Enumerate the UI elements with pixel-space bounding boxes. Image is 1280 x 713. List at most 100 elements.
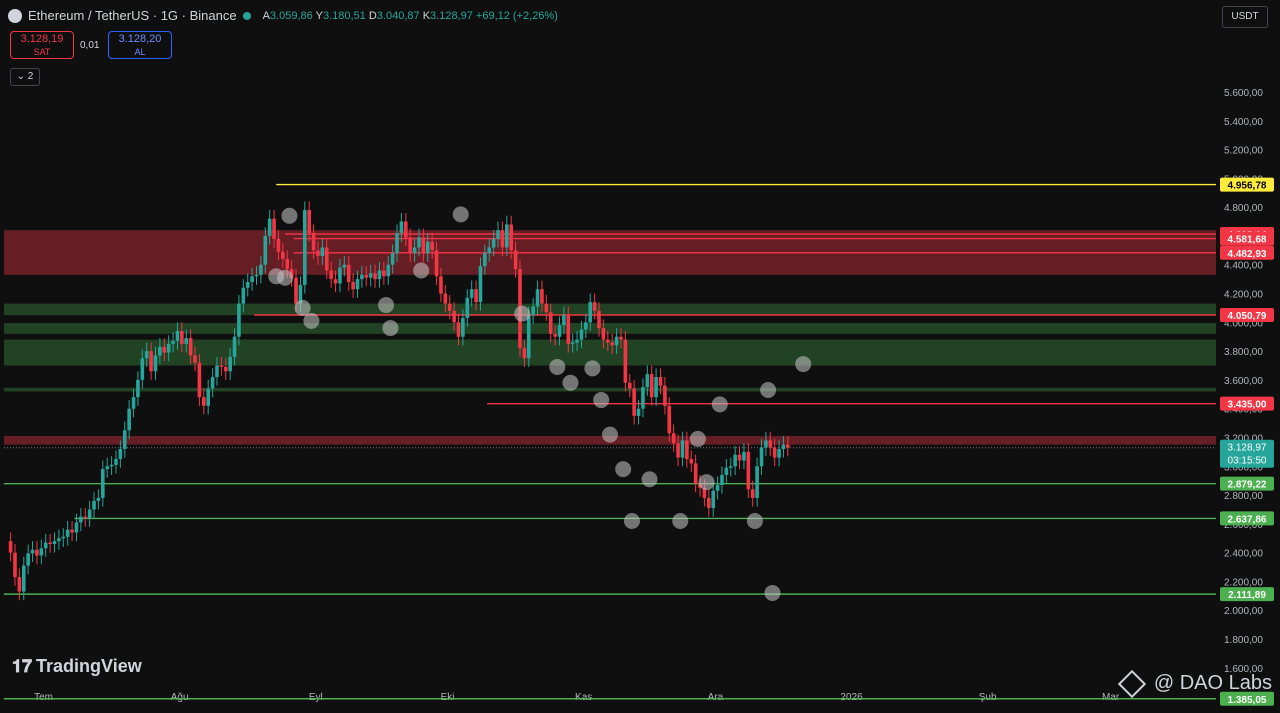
candle-body: [329, 270, 333, 280]
y-tick-label: 2.200,00: [1224, 577, 1263, 588]
x-tick-label: Eki: [441, 692, 455, 703]
candle-body: [285, 258, 290, 270]
candle-body: [92, 500, 96, 510]
candle-body: [149, 351, 153, 372]
y-tick-label: 4.000,00: [1224, 318, 1263, 329]
annotation-marker: [593, 392, 610, 409]
x-tick-label: 2026: [840, 692, 863, 703]
candle-body: [65, 529, 70, 537]
support-zone: [4, 323, 1216, 334]
candle-body: [505, 224, 509, 248]
sell-button[interactable]: 3.128,19 SAT: [10, 31, 74, 59]
y-tick-label: 3.000,00: [1224, 462, 1263, 473]
candle-body: [39, 548, 44, 556]
annotation-marker: [760, 381, 777, 398]
buy-price: 3.128,20: [118, 33, 162, 45]
candle-body: [627, 382, 632, 389]
tradingview-logo[interactable]: 𝟏𝟕 TradingView: [12, 656, 142, 677]
level-price-tag: [1220, 691, 1274, 706]
candle-body: [746, 451, 751, 490]
y-tick-label: 1.600,00: [1224, 664, 1263, 675]
candle-body: [461, 318, 465, 337]
candle-body: [162, 346, 167, 353]
candle-body: [764, 440, 768, 448]
candle-body: [390, 253, 395, 265]
candle-body: [43, 542, 48, 549]
buy-label: AL: [134, 47, 146, 57]
level-price-tag: [1220, 245, 1274, 260]
candle-body: [184, 338, 189, 344]
candle-body: [469, 289, 474, 298]
candle-body: [109, 464, 114, 467]
annotation-marker: [711, 396, 728, 413]
candle-body: [144, 351, 149, 359]
candle-body: [79, 516, 83, 523]
level-price-label: 3.435,00: [1228, 400, 1267, 411]
candle-body: [206, 388, 210, 406]
candle-body: [755, 466, 759, 498]
buy-button[interactable]: 3.128,20 AL: [108, 31, 172, 59]
candle-body: [584, 322, 588, 330]
candle-body: [588, 302, 593, 323]
candle-body: [26, 553, 30, 566]
candle-body: [601, 328, 606, 340]
candle-body: [671, 433, 676, 444]
support-zone: [4, 303, 1216, 316]
candle-body: [553, 333, 557, 337]
y-tick-label: 2.000,00: [1224, 606, 1263, 617]
candle-body: [30, 549, 35, 554]
indicator-collapse-button[interactable]: ⌄ 2: [10, 68, 40, 86]
y-tick-label: 2.400,00: [1224, 549, 1263, 560]
candle-body: [87, 509, 92, 519]
candle-body: [465, 297, 470, 318]
candle-body: [13, 552, 17, 578]
level-price-tag: [1220, 511, 1274, 526]
ohlc-readout: A3.059,86 Y3.180,51 D3.040,87 K3.128,97 …: [263, 10, 558, 22]
annotation-marker: [584, 360, 601, 377]
candle-body: [531, 306, 535, 316]
open-label: A: [262, 9, 270, 22]
candle-body: [452, 310, 456, 323]
candle-body: [263, 235, 268, 265]
candle-body: [250, 276, 254, 283]
candle-body: [316, 250, 320, 257]
level-price-label: 2.879,22: [1228, 480, 1267, 491]
candle-body: [623, 339, 628, 383]
y-tick-label: 4.400,00: [1224, 261, 1263, 272]
change-value: +69,12 (+2,26%): [475, 9, 558, 22]
annotation-marker: [514, 305, 531, 322]
candle-body: [654, 377, 658, 398]
candle-body: [649, 374, 654, 398]
candle-body: [483, 253, 487, 267]
candle-body: [202, 397, 206, 406]
currency-selector[interactable]: USDT: [1222, 6, 1268, 28]
candle-body: [474, 289, 478, 303]
candle-body: [540, 289, 544, 304]
candle-body: [52, 541, 57, 545]
candle-body: [500, 230, 505, 248]
close-label: K: [422, 9, 431, 22]
candle-body: [386, 264, 391, 277]
annotation-marker: [277, 269, 294, 286]
x-tick-label: Eyl: [309, 692, 323, 703]
candle-body: [509, 224, 513, 251]
watermark-text: @ DAO Labs: [1153, 672, 1272, 694]
candle-body: [619, 336, 623, 340]
candle-body: [193, 355, 197, 363]
candle-body: [408, 237, 412, 254]
candle-body: [737, 454, 742, 461]
candle-body: [606, 339, 610, 343]
candle-body: [61, 536, 66, 539]
candle-body: [434, 250, 439, 277]
candle-body: [355, 279, 360, 290]
annotation-marker: [698, 474, 715, 491]
candle-body: [298, 284, 303, 304]
symbol-title[interactable]: Ethereum / TetherUS · 1G · Binance: [28, 8, 237, 23]
sell-label: SAT: [33, 47, 51, 57]
y-tick-label: 3.800,00: [1224, 347, 1263, 358]
candle-body: [535, 289, 540, 307]
annotation-marker: [294, 299, 311, 316]
indicator-count: 2: [27, 71, 34, 82]
